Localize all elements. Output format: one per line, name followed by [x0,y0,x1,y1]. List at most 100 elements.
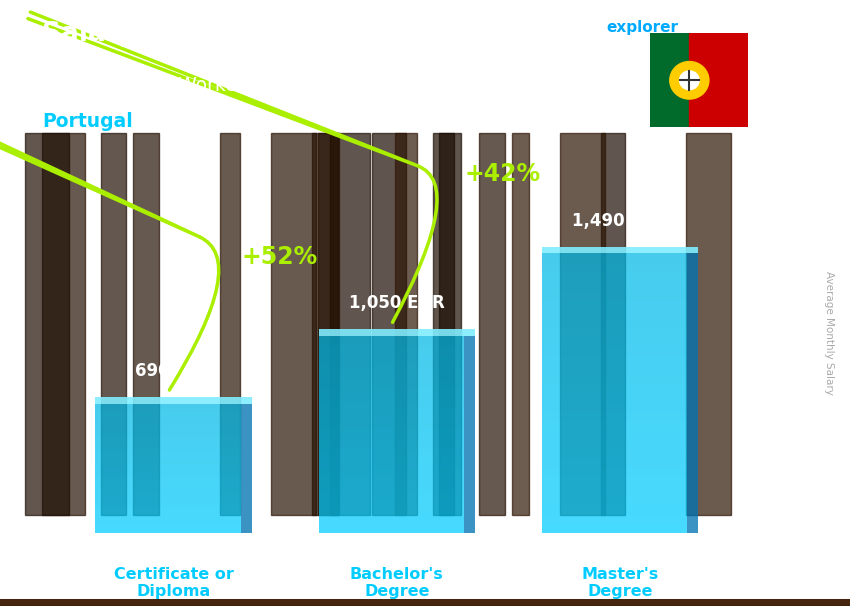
Bar [0,601,850,604]
Bar [0,602,850,605]
Bar [0,602,850,605]
Bar [0,602,850,605]
Bar [270,133,316,515]
Bar [0,603,850,606]
Bar [318,133,338,515]
Bar [95,529,241,533]
Text: +42%: +42% [465,162,541,187]
Bar [95,451,241,456]
Bar [0,602,850,605]
Bar [395,133,417,515]
Bar [0,602,850,605]
Bar [479,133,505,515]
Bar [0,602,850,605]
Bar [0,601,850,604]
Text: Certificate or
Diploma: Certificate or Diploma [114,567,234,599]
Bar [319,422,464,428]
Text: 1,490 EUR: 1,490 EUR [572,211,668,230]
Bar [0,602,850,605]
Bar [0,602,850,605]
Bar [0,601,850,604]
Bar [0,602,850,605]
Bar [0,600,850,603]
Bar [0,601,850,604]
Bar [0,601,850,604]
Bar [0,602,850,605]
Bar [319,435,464,441]
Bar [0,602,850,605]
Bar [542,514,687,524]
Bar [0,601,850,604]
Text: Average Monthly Salary: Average Monthly Salary [824,271,834,395]
Bar [0,603,850,606]
Bar [0,601,850,604]
Bar [0,602,850,605]
Bar [542,431,687,440]
Bar [542,384,687,393]
Bar [0,601,850,604]
Bar [542,478,687,487]
Bar [0,603,850,606]
Bar [542,356,687,365]
Bar [0,601,850,604]
Bar [542,412,687,421]
Bar [0,603,850,606]
Bar [0,601,850,604]
Bar [319,513,464,520]
Bar [0,601,850,604]
Bar [0,601,850,604]
Bar [0,603,850,606]
Bar [0,600,850,603]
Bar [0,603,850,606]
Bar [95,516,241,521]
Bar [0,601,850,604]
Text: +52%: +52% [241,245,318,269]
Bar [220,133,240,515]
Bar [95,404,241,408]
Bar [0,600,850,603]
Bar [0,601,850,604]
Bar [0,601,850,604]
Bar [0,601,850,604]
Bar [0,601,850,604]
Text: 1,050 EUR: 1,050 EUR [349,295,445,312]
Bar [0,601,850,604]
Bar [0,602,850,605]
Bar [542,487,687,496]
Bar [0,601,850,604]
Bar [0,602,850,605]
Bar [319,474,464,481]
Bar [0,602,850,605]
Bar [319,342,464,349]
Bar [0,601,850,604]
Bar [0,602,850,605]
Bar [0,602,850,605]
Bar [319,481,464,487]
Text: explorer: explorer [606,20,678,35]
Bar [0,601,850,604]
Bar [0,602,850,605]
Bar [0,602,850,605]
Bar [95,494,241,499]
Bar [0,601,850,604]
Bar [319,369,464,376]
Bar [0,601,850,604]
Bar [0,601,850,604]
Bar [95,486,241,490]
Bar [0,601,850,604]
Bar [0,602,850,605]
Bar [542,328,687,338]
Bar [95,477,241,481]
Bar [0,601,850,604]
Bar [319,441,464,448]
Bar [0,602,850,605]
Bar [0,602,850,605]
Bar [0,602,850,605]
Bar [0,601,850,604]
Bar [0,601,850,604]
Bar [319,402,464,408]
Bar [319,376,464,382]
Bar [0,602,850,605]
Bar [0,601,850,604]
Bar [319,461,464,468]
